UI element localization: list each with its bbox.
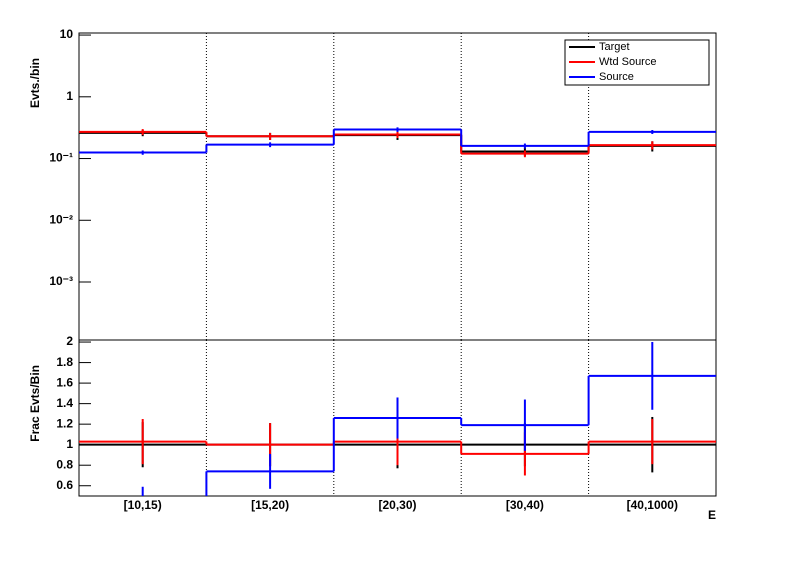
y-tick-label: 10 bbox=[60, 27, 74, 41]
y-tick-label: 1.4 bbox=[56, 396, 73, 410]
y-tick-label: 10⁻³ bbox=[49, 274, 73, 288]
legend-label: Source bbox=[599, 71, 634, 83]
y-tick-label: 1.2 bbox=[56, 416, 73, 430]
legend-label: Wtd Source bbox=[599, 56, 656, 68]
y-tick-label: 10⁻¹ bbox=[49, 151, 73, 165]
y-tick-label: 0.6 bbox=[56, 478, 73, 492]
x-tick-label: [10,15) bbox=[124, 498, 162, 512]
y-axis-label: Frac Evts/Bin bbox=[28, 365, 42, 442]
y-tick-label: 1.6 bbox=[56, 375, 73, 389]
plot-area bbox=[79, 127, 716, 158]
plot-area bbox=[79, 342, 716, 496]
legend-label: Target bbox=[599, 41, 630, 53]
x-tick-label: [40,1000) bbox=[627, 498, 678, 512]
x-tick-label: [20,30) bbox=[378, 498, 416, 512]
y-tick-label: 2 bbox=[66, 334, 73, 348]
y-tick-label: 1 bbox=[66, 89, 73, 103]
y-tick-label: 0.8 bbox=[56, 457, 73, 471]
x-tick-label: [30,40) bbox=[506, 498, 544, 512]
x-axis-label: E bbox=[708, 508, 716, 522]
y-tick-label: 1.8 bbox=[56, 355, 73, 369]
frame bbox=[78, 339, 717, 497]
y-tick-label: 10⁻² bbox=[49, 212, 73, 226]
y-tick-label: 1 bbox=[66, 437, 73, 451]
x-tick-label: [15,20) bbox=[251, 498, 289, 512]
y-axis-label: Evts./bin bbox=[28, 58, 42, 108]
